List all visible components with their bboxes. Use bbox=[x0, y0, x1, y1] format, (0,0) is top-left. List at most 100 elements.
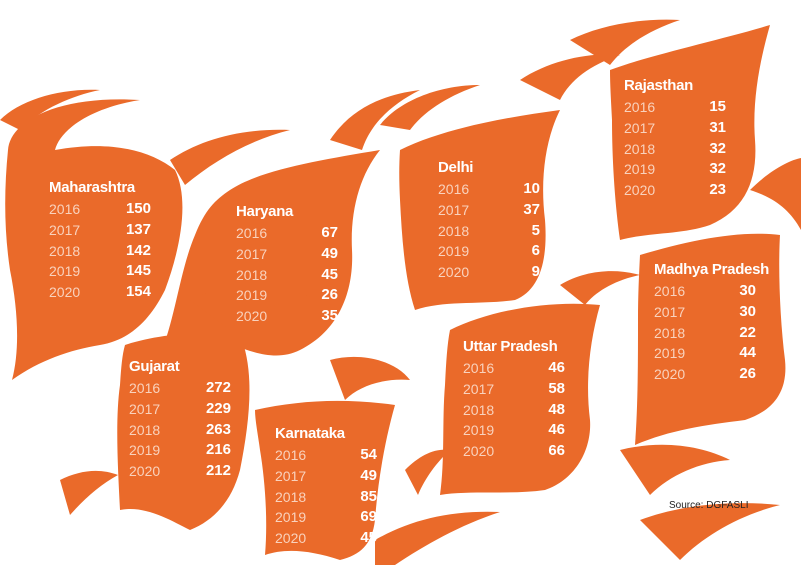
flame-bottom-right bbox=[640, 503, 780, 560]
year-label: 2016 bbox=[236, 225, 268, 241]
state-name: Karnataka bbox=[275, 425, 345, 442]
table-row: 2016 150 bbox=[49, 199, 151, 220]
state-card-delhi: Delhi 2016 10 2017 37 2018 5 2019 6 2020 9 bbox=[438, 157, 540, 283]
table-row: 2016 15 bbox=[624, 97, 726, 118]
table-row: 2017 49 bbox=[275, 466, 377, 487]
state-card-haryana: Haryana 2016 67 2017 49 2018 45 2019 26 2020… bbox=[236, 201, 338, 327]
value: 154 bbox=[125, 283, 151, 301]
state-card-karnataka: Karnataka 2016 54 2017 49 2018 85 2019 69 20… bbox=[275, 423, 377, 549]
flame-up-tail bbox=[405, 449, 450, 495]
table-row: 2016 67 bbox=[236, 223, 338, 244]
flame-delhi bbox=[399, 110, 560, 310]
year-label: 2019 bbox=[624, 161, 656, 178]
table-row: 2016 54 bbox=[275, 445, 377, 466]
value: 15 bbox=[709, 98, 726, 115]
table-row: 2019 69 bbox=[275, 507, 377, 528]
value: 26 bbox=[739, 365, 756, 383]
state-name: Gujarat bbox=[129, 358, 180, 375]
state-name: Haryana bbox=[236, 203, 294, 220]
table-row: 2017 49 bbox=[236, 244, 338, 265]
value: 145 bbox=[125, 262, 151, 280]
year-label: 2020 bbox=[49, 284, 81, 301]
year-label: 2018 bbox=[49, 242, 81, 259]
value: 137 bbox=[125, 220, 151, 238]
value: 150 bbox=[125, 200, 151, 217]
year-label: 2016 bbox=[49, 201, 81, 217]
table-row: 2020 35 bbox=[236, 306, 338, 327]
year-label: 2017 bbox=[275, 467, 307, 484]
year-label: 2019 bbox=[49, 263, 81, 280]
value: 49 bbox=[321, 244, 338, 262]
table-row: 2017 31 bbox=[624, 118, 726, 139]
state-card-maharashtra: Maharashtra 2016 150 2017 137 2018 142 2019… bbox=[49, 177, 151, 303]
value: 23 bbox=[709, 181, 726, 199]
table-row: 2020 9 bbox=[438, 262, 540, 283]
year-label: 2018 bbox=[463, 401, 495, 418]
flame-maharashtra-tip bbox=[0, 89, 100, 130]
state-card-uttar-pradesh: Uttar Pradesh 2016 46 2017 58 2018 48 2019 4… bbox=[463, 336, 565, 462]
table-row: 2018 142 bbox=[49, 241, 151, 262]
table-row: 2018 5 bbox=[438, 221, 540, 242]
table-row: 2016 10 bbox=[438, 179, 540, 200]
flame-gujarat bbox=[117, 333, 250, 530]
flame-decorations bbox=[0, 19, 801, 565]
state-name: Madhya Pradesh bbox=[654, 261, 770, 278]
state-name: Delhi bbox=[438, 159, 474, 176]
year-label: 2019 bbox=[463, 422, 495, 439]
table-row: 2016 30 bbox=[654, 281, 769, 302]
table-row: 2018 22 bbox=[654, 323, 769, 344]
year-label: 2016 bbox=[129, 380, 161, 396]
value: 85 bbox=[360, 487, 377, 505]
value: 45 bbox=[360, 529, 377, 547]
year-label: 2017 bbox=[49, 221, 81, 238]
year-label: 2018 bbox=[438, 222, 470, 239]
flame-maharashtra bbox=[5, 99, 183, 380]
table-row: 2019 44 bbox=[654, 343, 769, 364]
table-row: 2018 263 bbox=[129, 420, 231, 441]
value: 46 bbox=[548, 359, 565, 376]
value: 66 bbox=[548, 442, 565, 460]
flame-gujarat-tail bbox=[60, 470, 118, 515]
table-row: 2020 23 bbox=[624, 180, 726, 201]
value: 26 bbox=[321, 286, 338, 304]
flame-mp bbox=[635, 233, 786, 445]
value: 263 bbox=[205, 420, 231, 438]
year-label: 2019 bbox=[129, 442, 161, 459]
value: 49 bbox=[360, 466, 377, 484]
table-row: 2017 30 bbox=[654, 302, 769, 323]
flame-maharashtra-tail bbox=[170, 129, 290, 185]
table-row: 2017 58 bbox=[463, 379, 565, 400]
table-row: 2019 26 bbox=[236, 285, 338, 306]
year-label: 2019 bbox=[236, 287, 268, 304]
year-label: 2017 bbox=[624, 119, 656, 136]
flame-mp-tail bbox=[750, 158, 801, 230]
table-row: 2020 45 bbox=[275, 528, 377, 549]
table-row: 2018 48 bbox=[463, 400, 565, 421]
value: 35 bbox=[321, 307, 338, 325]
table-row: 2018 32 bbox=[624, 139, 726, 160]
year-label: 2018 bbox=[129, 421, 161, 438]
flame-delhi-tip bbox=[520, 54, 620, 100]
year-label: 2018 bbox=[624, 140, 656, 157]
table-row: 2017 137 bbox=[49, 220, 151, 241]
flame-up-tip bbox=[560, 271, 640, 305]
state-card-rajasthan: Rajasthan 2016 15 2017 31 2018 32 2019 32 20… bbox=[624, 75, 726, 201]
table-row: 2017 229 bbox=[129, 399, 231, 420]
table-row: 2018 45 bbox=[236, 265, 338, 286]
year-label: 2017 bbox=[463, 380, 495, 397]
year-label: 2018 bbox=[236, 266, 268, 283]
value: 69 bbox=[360, 508, 377, 526]
value: 32 bbox=[709, 139, 726, 157]
value: 216 bbox=[205, 441, 231, 459]
value: 272 bbox=[205, 379, 231, 396]
value: 67 bbox=[321, 224, 338, 241]
value: 58 bbox=[548, 379, 565, 397]
value: 6 bbox=[531, 242, 540, 260]
table-row: 2019 46 bbox=[463, 420, 565, 441]
value: 45 bbox=[321, 265, 338, 283]
value: 32 bbox=[709, 160, 726, 178]
flame-mp-bottom bbox=[620, 444, 730, 495]
year-label: 2020 bbox=[129, 463, 161, 480]
table-row: 2019 216 bbox=[129, 440, 231, 461]
state-card-madhya-pradesh: Madhya Pradesh 2016 30 2017 30 2018 22 2019… bbox=[654, 259, 769, 385]
